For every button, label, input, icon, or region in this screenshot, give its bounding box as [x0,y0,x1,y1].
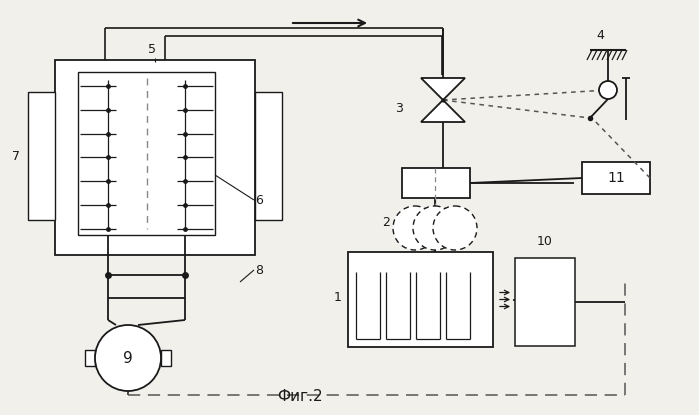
Text: 7: 7 [12,149,20,163]
Bar [515,258,575,346]
Bar [55,60,255,255]
Text: 8: 8 [255,264,263,276]
Text: 4: 4 [596,29,604,42]
Circle shape [433,206,477,250]
Circle shape [393,206,437,250]
Circle shape [95,325,161,391]
Bar [28,92,55,220]
Polygon shape [421,100,465,122]
Text: 3: 3 [395,102,403,115]
Bar [255,92,282,220]
Text: 2: 2 [382,215,390,229]
Text: 9: 9 [123,351,133,366]
Text: 1: 1 [334,290,342,303]
Polygon shape [421,78,465,100]
Text: 6: 6 [255,193,263,207]
Circle shape [599,81,617,99]
Text: 5: 5 [148,43,156,56]
Bar [402,168,470,198]
Text: 10: 10 [537,235,553,248]
Bar [348,252,493,347]
Bar [161,350,171,366]
Bar [78,72,215,235]
Circle shape [413,206,457,250]
Bar [582,162,650,194]
Bar [85,350,95,366]
Text: 11: 11 [607,171,625,185]
Text: Фиг.2: Фиг.2 [278,389,323,404]
